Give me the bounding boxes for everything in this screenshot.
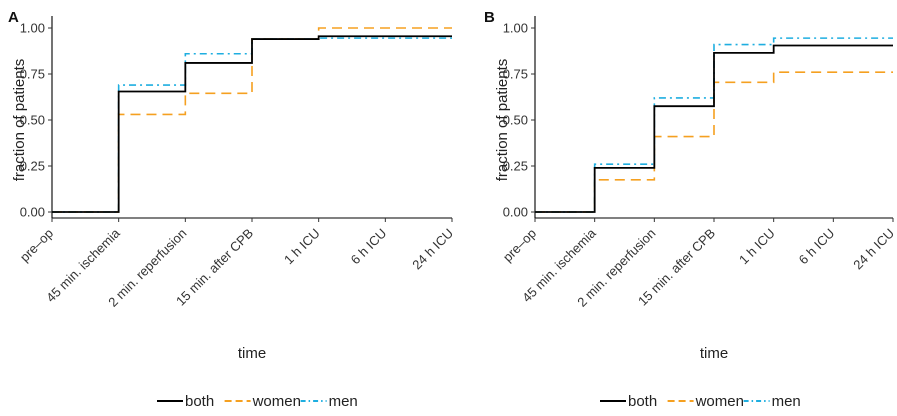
y-tick-label: 0.50 [20, 113, 45, 128]
y-tick-label: 0.25 [20, 159, 45, 174]
legend-a: both women men [157, 393, 358, 410]
legend-label-women: women [695, 393, 744, 410]
x-tick-label: 24 h ICU [409, 226, 456, 273]
y-axis-title: fraction of patients [11, 59, 28, 182]
y-tick-label: 0.75 [503, 67, 528, 82]
y-tick-label: 0.25 [503, 159, 528, 174]
panel-letter: B [484, 9, 495, 26]
x-tick-label: 1 h ICU [736, 226, 778, 268]
legend-label-both: both [628, 393, 657, 410]
x-tick-label: 6 h ICU [348, 226, 390, 268]
x-axis-title: time [238, 345, 266, 362]
x-tick-label: 24 h ICU [850, 226, 897, 273]
y-tick-label: 1.00 [503, 21, 528, 36]
y-tick-label: 1.00 [20, 21, 45, 36]
legend-label-men: men [772, 393, 801, 410]
y-tick-label: 0.75 [20, 67, 45, 82]
legend-b: both women men [600, 393, 801, 410]
y-tick-label: 0.50 [503, 113, 528, 128]
series-line-both [52, 35, 452, 213]
series-line-both [535, 44, 893, 213]
x-axis-title: time [700, 345, 728, 362]
x-tick-label: 6 h ICU [796, 226, 838, 268]
x-tick-label: pre–op [500, 226, 539, 265]
panel-letter: A [8, 9, 19, 26]
legend-label-both: both [185, 393, 214, 410]
y-axis-title: fraction of patients [494, 59, 511, 182]
series-line-men [52, 37, 452, 213]
y-tick-label: 0.00 [503, 205, 528, 220]
y-tick-label: 0.00 [20, 205, 45, 220]
x-tick-label: 1 h ICU [281, 226, 323, 268]
x-tick-label: pre–op [17, 226, 56, 265]
legend-label-women: women [252, 393, 301, 410]
legend-label-men: men [329, 393, 358, 410]
